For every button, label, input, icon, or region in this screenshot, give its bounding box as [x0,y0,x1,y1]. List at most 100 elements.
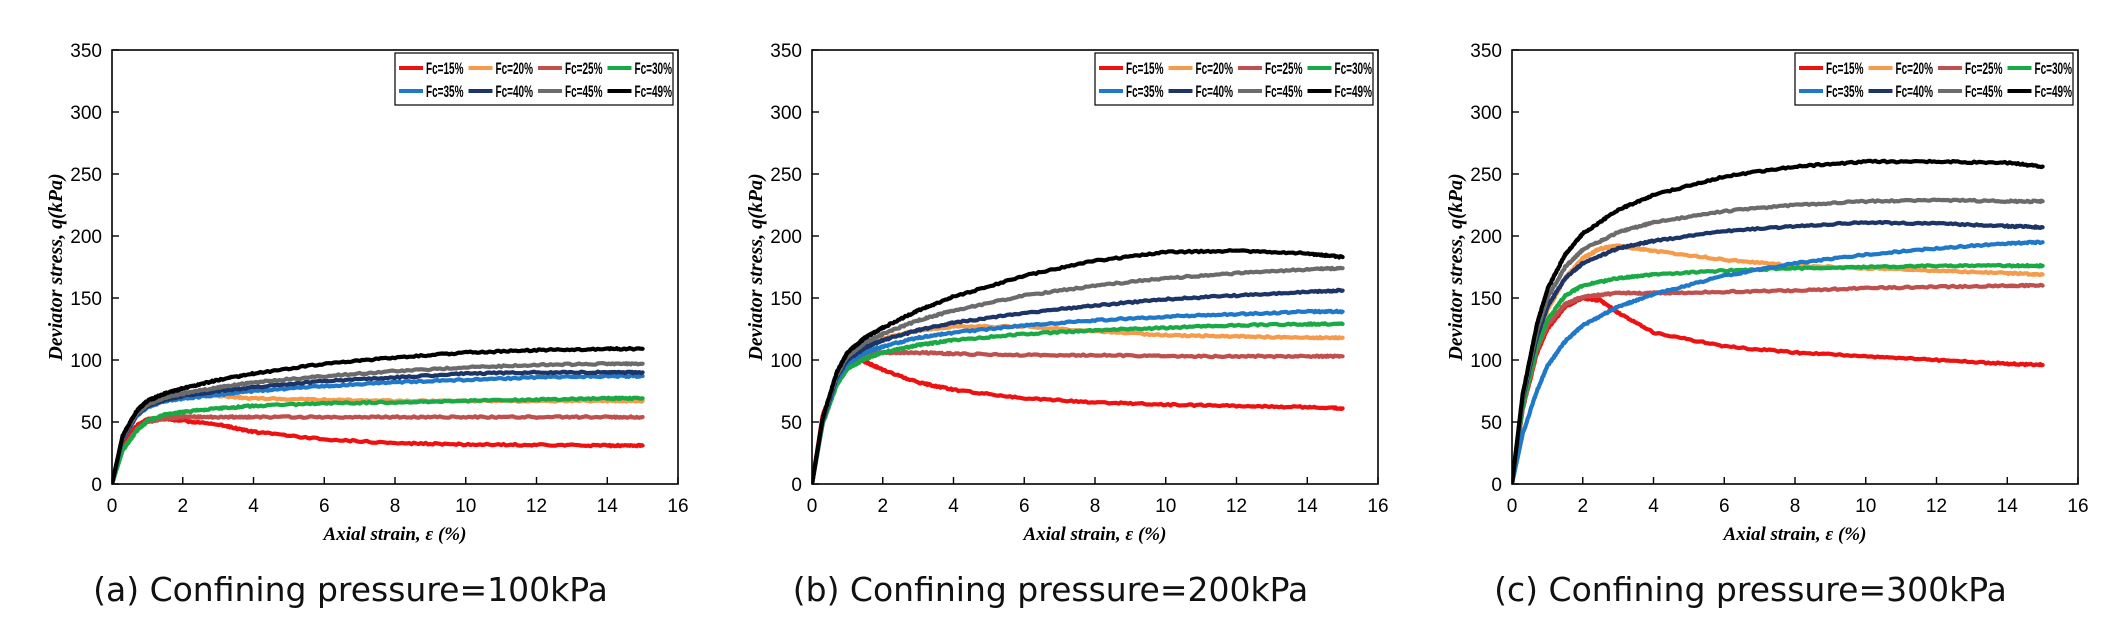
y-tick-label: 200 [70,227,102,248]
y-tick-label: 50 [781,413,802,434]
legend-box [394,52,674,106]
x-tick-label: 12 [1926,496,1947,517]
x-tick-label: 2 [1577,496,1588,517]
chart-a-svg: 0 50 100 150 200 250 300 350 0 2 4 6 8 10 12 14 16 Axial … [45,41,689,545]
legend-label: Fc=45% [1965,82,2003,101]
chart-panel-a: 0 50 100 150 200 250 300 350 0 2 4 6 8 10 12 14 16 Axial … [0,0,701,636]
x-tick-label: 0 [1507,496,1518,517]
x-tick-label: 4 [1648,496,1659,517]
x-tick-label: 10 [1155,496,1176,517]
legend-label: Fc=49% [1335,82,1373,101]
x-tick-label: 6 [319,496,330,517]
legend-label: Fc=25% [565,59,603,78]
x-tick-label: 8 [1790,496,1801,517]
legend-label: Fc=20% [1196,59,1234,78]
y-tick-label: 200 [1470,227,1502,248]
y-tick-label: 350 [70,41,102,62]
legend-label: Fc=40% [1896,82,1934,101]
chart-a-caption: (a) Confining pressure=100kPa [93,570,608,609]
y-axis-label: Deviator stress, q(kPa) [1445,173,1467,361]
legend-label: Fc=35% [1126,82,1164,101]
x-axis-label: Axial strain, ε (%) [323,524,467,545]
legend-label: Fc=45% [565,82,603,101]
x-tick-label: 0 [807,496,818,517]
y-tick-label: 0 [791,475,802,496]
x-tick-label: 14 [1997,496,2019,517]
x-tick-label: 8 [390,496,401,517]
legend-label: Fc=20% [1896,59,1934,78]
legend-label: Fc=30% [1335,59,1373,78]
series-line-fc35 [1512,239,2045,484]
legend-label: Fc=30% [635,59,673,78]
legend-label: Fc=25% [1965,59,2003,78]
x-tick-label: 14 [1297,496,1319,517]
legend-label: Fc=49% [635,82,673,101]
legend-label: Fc=49% [2035,82,2073,101]
y-tick-label: 350 [1470,41,1502,62]
x-tick-label: 2 [877,496,888,517]
chart-c-svg: 0 50 100 150 200 250 300 350 0 2 4 6 8 10 12 14 16 Axial … [1445,41,2089,545]
x-tick-label: 6 [1019,496,1030,517]
legend-label: Fc=35% [426,82,464,101]
legend-label: Fc=35% [1826,82,1864,101]
series-line-fc30 [812,321,1345,484]
series-line-fc49 [812,248,1345,484]
y-tick-label: 300 [1470,103,1502,124]
x-tick-label: 16 [667,496,688,517]
chart-b-caption: (b) Confining pressure=200kPa [792,570,1309,609]
x-axis-label: Axial strain, ε (%) [1723,524,1867,545]
y-tick-label: 0 [1491,475,1502,496]
x-tick-label: 10 [455,496,476,517]
legend-label: Fc=15% [426,59,464,78]
series-line-fc30 [112,395,645,484]
x-tick-label: 16 [1367,496,1388,517]
x-tick-label: 4 [948,496,959,517]
legend-label: Fc=40% [496,82,534,101]
y-tick-label: 100 [70,351,102,372]
x-tick-label: 12 [526,496,547,517]
series-group [812,248,1345,484]
y-tick-label: 300 [770,103,802,124]
legend-label: Fc=15% [1826,59,1864,78]
y-tick-label: 100 [770,351,802,372]
y-tick-label: 50 [81,413,102,434]
series-line-fc49 [1512,158,2045,484]
legend-box [1794,52,2074,106]
y-tick-label: 250 [1470,165,1502,186]
y-tick-label: 50 [1481,413,1502,434]
chart-c-caption: (c) Confining pressure=300kPa [1494,570,2007,609]
x-tick-label: 8 [1090,496,1101,517]
y-tick-label: 150 [70,289,102,310]
y-tick-label: 150 [770,289,802,310]
legend-label: Fc=15% [1126,59,1164,78]
y-axis-label: Deviator stress, q(kPa) [745,173,767,361]
legend-box [1094,52,1374,106]
x-tick-label: 0 [107,496,118,517]
y-tick-label: 350 [770,41,802,62]
x-tick-label: 2 [177,496,188,517]
x-tick-label: 6 [1719,496,1730,517]
legend-label: Fc=30% [2035,59,2073,78]
y-tick-label: 250 [70,165,102,186]
chart-b-svg: 0 50 100 150 200 250 300 350 0 2 4 6 8 10 12 14 16 Axial … [745,41,1389,545]
chart-panel-c: 0 50 100 150 200 250 300 350 0 2 4 6 8 10 12 14 16 Axial … [1400,0,2101,636]
x-tick-label: 16 [2067,496,2088,517]
chart-panel-b: 0 50 100 150 200 250 300 350 0 2 4 6 8 10 12 14 16 Axial … [700,0,1401,636]
x-tick-label: 12 [1226,496,1247,517]
legend-label: Fc=20% [496,59,534,78]
x-axis-label: Axial strain, ε (%) [1023,524,1167,545]
y-tick-label: 100 [1470,351,1502,372]
y-tick-label: 300 [70,103,102,124]
series-line-fc30 [1512,262,2045,484]
y-axis-label: Deviator stress, q(kPa) [45,173,67,361]
x-tick-label: 14 [597,496,619,517]
legend-label: Fc=45% [1265,82,1303,101]
legend-label: Fc=25% [1265,59,1303,78]
y-tick-label: 150 [1470,289,1502,310]
y-tick-label: 0 [91,475,102,496]
y-tick-label: 250 [770,165,802,186]
series-group [112,345,645,484]
y-tick-label: 200 [770,227,802,248]
series-group [1512,158,2045,484]
x-tick-label: 10 [1855,496,1876,517]
